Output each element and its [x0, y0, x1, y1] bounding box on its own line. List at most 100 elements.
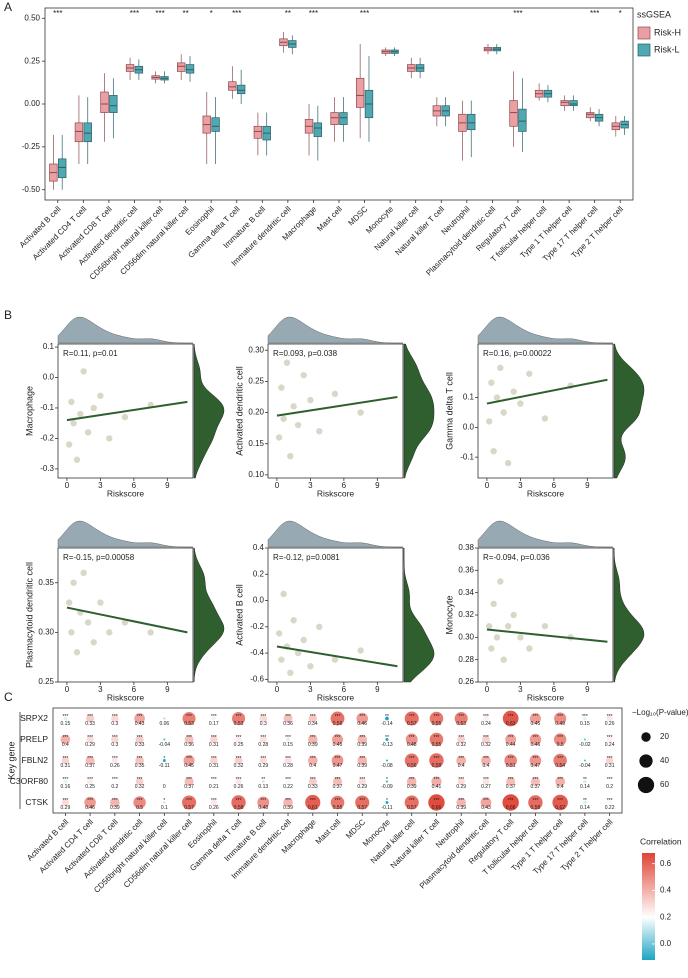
- value-label: 0.39: [407, 784, 417, 790]
- point: [70, 419, 77, 427]
- value-label: 0.44: [506, 742, 516, 748]
- value-label: 0.41: [432, 784, 442, 790]
- point: [70, 579, 77, 586]
- box: [74, 122, 84, 143]
- star-label: ***: [285, 735, 291, 741]
- fit-line: [66, 400, 188, 422]
- size-legend-dot: [641, 732, 651, 742]
- value-label: 0.25: [234, 742, 244, 748]
- point: [84, 619, 92, 626]
- value-label: 0.57: [407, 721, 417, 727]
- star-label: ***: [211, 735, 217, 741]
- annotation: R=0.093, p=0.038: [273, 349, 338, 358]
- box: [185, 64, 195, 74]
- star-label: ***: [260, 735, 266, 741]
- star-label: ***: [359, 714, 365, 720]
- point: [493, 394, 501, 401]
- value-label: 0.27: [481, 784, 491, 790]
- y-tick-label: 0.26: [458, 677, 474, 686]
- star-label: ***: [211, 798, 217, 804]
- y-tick-label: 0.1: [43, 342, 55, 351]
- value-label: 0.61: [308, 805, 318, 811]
- bubble: [482, 778, 490, 785]
- x-tick-label: 3: [308, 481, 313, 490]
- point: [97, 392, 104, 399]
- box: [236, 84, 246, 95]
- annotation: R=-0.15, p=0.00058: [63, 553, 135, 562]
- star-label: ***: [186, 714, 192, 720]
- star-label: ***: [186, 735, 192, 741]
- x-tick-label: MDSC: [346, 204, 369, 227]
- value-label: 0.15: [283, 742, 293, 748]
- value-label: 0.26: [110, 763, 120, 769]
- value-label: 0: [163, 784, 166, 790]
- x-tick-label: 3: [98, 481, 103, 490]
- x-tick-label: 9: [585, 481, 590, 490]
- bubble: [583, 759, 586, 762]
- point: [500, 656, 507, 663]
- bubble: [308, 714, 317, 723]
- bubble: [385, 738, 389, 741]
- bubble: [184, 776, 194, 787]
- value-label: 0.5: [136, 805, 143, 811]
- star-label: ***: [310, 714, 316, 720]
- y-axis-label: Plasmacytoid dendritic cell: [24, 562, 34, 668]
- y-tick-label: -0.2: [250, 622, 264, 631]
- value-label: -0.14: [381, 721, 393, 727]
- star-label: ***: [186, 777, 192, 783]
- colorbar: [642, 853, 655, 960]
- bubble: [529, 712, 541, 725]
- y-tick-label: -0.1: [40, 403, 54, 412]
- point: [490, 600, 497, 608]
- star-label: ***: [62, 756, 68, 762]
- value-label: 0.46: [85, 805, 95, 811]
- star-label: ***: [285, 756, 291, 762]
- value-label: 0.53: [456, 721, 466, 727]
- fit-line: [66, 606, 188, 634]
- significance-label: ***: [130, 9, 139, 18]
- bubble: [331, 733, 344, 746]
- box: [109, 95, 118, 113]
- bubble: [61, 756, 70, 765]
- legend-label: Risk-L: [654, 44, 680, 54]
- y-axis-label: Activated dendritic cell: [234, 366, 244, 456]
- bubble: [111, 714, 119, 723]
- point: [90, 404, 97, 412]
- point: [68, 398, 75, 406]
- bubble: [162, 759, 166, 762]
- bubble: [583, 738, 586, 741]
- bubble: [211, 778, 217, 785]
- value-label: 0.43: [481, 805, 491, 811]
- value-label: 0.39: [308, 742, 318, 748]
- box: [569, 100, 578, 107]
- bubble: [184, 735, 194, 744]
- star-label: ***: [557, 798, 563, 804]
- bubble: [605, 756, 614, 765]
- star-label: ***: [409, 777, 415, 783]
- bubble: [284, 757, 292, 764]
- star-label: *: [386, 798, 388, 804]
- point: [80, 569, 87, 577]
- star-label: ***: [508, 777, 514, 783]
- bubble: [110, 797, 120, 808]
- star-label: ***: [310, 777, 316, 783]
- value-label: 0.49: [555, 721, 565, 727]
- point: [300, 371, 307, 379]
- value-label: 0.5: [557, 742, 564, 748]
- bubble: [330, 711, 345, 726]
- y-tick-label: 0.20: [248, 408, 264, 417]
- point: [307, 663, 314, 670]
- star-label: ***: [409, 735, 415, 741]
- annotation: R=-0.094, p=0.036: [483, 553, 550, 562]
- value-label: 0.43: [135, 721, 145, 727]
- y-density: [613, 343, 645, 479]
- star-label: ***: [310, 735, 316, 741]
- gene-label: FBLN2: [22, 755, 49, 765]
- point: [290, 617, 297, 624]
- bubble: [606, 799, 613, 806]
- star-label: ***: [532, 798, 538, 804]
- value-label: 0.24: [481, 721, 491, 727]
- gene-label: CTSK: [25, 797, 48, 807]
- point: [504, 622, 512, 630]
- value-label: 0.4: [62, 742, 69, 748]
